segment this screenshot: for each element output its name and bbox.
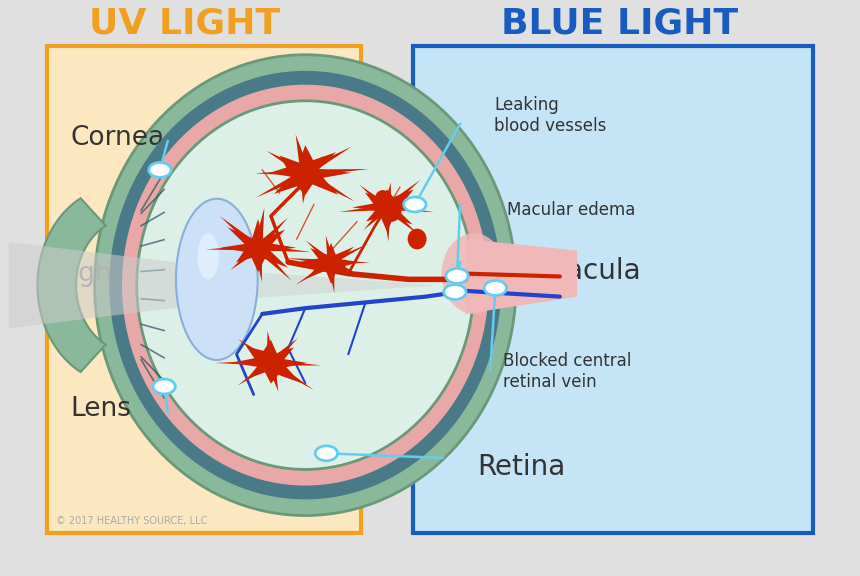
Polygon shape [386,204,433,212]
Polygon shape [231,340,307,384]
Text: Light: Light [56,260,122,287]
Circle shape [149,162,171,177]
Text: UV LIGHT: UV LIGHT [89,6,280,40]
Circle shape [153,379,175,394]
Polygon shape [267,362,279,392]
Polygon shape [304,169,369,176]
Ellipse shape [109,71,501,499]
Polygon shape [267,331,275,363]
Polygon shape [383,207,391,241]
Polygon shape [329,244,368,264]
Polygon shape [302,146,352,175]
Polygon shape [9,242,258,328]
Polygon shape [238,339,274,365]
Polygon shape [329,260,359,275]
Polygon shape [220,216,261,249]
Polygon shape [300,173,310,204]
Polygon shape [296,260,334,285]
Polygon shape [267,151,309,175]
Ellipse shape [408,229,427,249]
Polygon shape [383,183,391,207]
Polygon shape [384,206,418,234]
Polygon shape [255,169,305,176]
Text: Cornea: Cornea [71,125,164,151]
Polygon shape [257,245,311,252]
Polygon shape [221,219,296,272]
Text: BLUE LIGHT: BLUE LIGHT [501,6,738,40]
Ellipse shape [198,233,219,279]
Circle shape [484,281,507,295]
Polygon shape [326,236,335,263]
FancyBboxPatch shape [413,46,813,533]
Circle shape [403,197,426,212]
Text: Macula: Macula [542,257,641,285]
Polygon shape [267,338,298,365]
Circle shape [445,268,468,283]
Polygon shape [215,360,271,366]
Polygon shape [328,262,335,293]
Polygon shape [331,260,371,264]
Polygon shape [268,361,314,390]
Polygon shape [363,206,390,230]
Circle shape [315,446,337,461]
Ellipse shape [137,101,474,469]
Polygon shape [258,272,438,298]
Polygon shape [305,240,334,264]
Text: Macular edema: Macular edema [507,201,636,219]
Polygon shape [254,248,262,282]
Polygon shape [255,170,308,198]
Ellipse shape [176,199,258,360]
Polygon shape [302,170,354,202]
FancyBboxPatch shape [47,46,361,533]
Polygon shape [384,180,421,209]
Ellipse shape [375,190,390,207]
Polygon shape [271,360,322,366]
Text: Blocked central
retinal vein: Blocked central retinal vein [503,352,631,391]
Polygon shape [353,190,421,232]
Text: Lens: Lens [71,396,132,422]
Ellipse shape [122,85,488,486]
Text: © 2017 HEALTHY SOURCE, LLC: © 2017 HEALTHY SOURCE, LLC [56,516,207,526]
Polygon shape [269,145,351,195]
Polygon shape [254,208,264,248]
Ellipse shape [95,55,516,516]
Ellipse shape [442,233,506,314]
Polygon shape [296,135,310,173]
Polygon shape [298,243,359,284]
Polygon shape [38,198,106,372]
Ellipse shape [381,199,402,222]
Text: Leaking
blood vessels: Leaking blood vessels [494,96,607,135]
Polygon shape [359,185,390,209]
Polygon shape [255,218,288,249]
Circle shape [444,285,466,300]
Polygon shape [230,246,261,270]
Polygon shape [237,361,274,385]
Text: Retina: Retina [477,453,566,480]
Polygon shape [286,258,332,264]
Polygon shape [465,239,577,314]
Polygon shape [255,246,292,281]
Polygon shape [339,204,388,212]
Polygon shape [206,245,258,251]
